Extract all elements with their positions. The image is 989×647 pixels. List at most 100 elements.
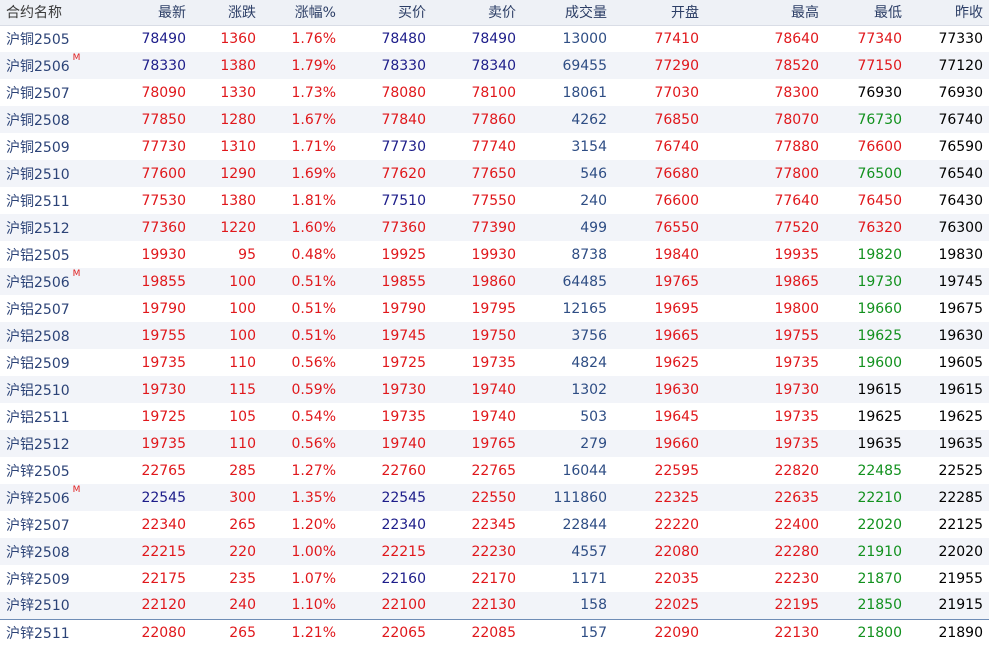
high-cell: 19730 <box>774 381 819 398</box>
table-row[interactable]: 沪锌2510 22120 240 1.10% 22100 22130 158 22025 221… <box>0 592 989 619</box>
contract-name-cell[interactable]: 沪铝2509 <box>0 349 117 376</box>
change-cell: 1380 <box>220 192 256 209</box>
contract-name: 沪锌2510 <box>6 598 70 615</box>
contract-name-cell[interactable]: 沪锌2506M <box>0 484 117 511</box>
table-row[interactable]: 沪锌2505 22765 285 1.27% 22760 22765 16044 22595 2… <box>0 457 989 484</box>
table-row[interactable]: 沪铝2509 19735 110 0.56% 19725 19735 4824 19625 19… <box>0 349 989 376</box>
contract-name: 沪铜2508 <box>6 112 70 129</box>
contract-name-cell[interactable]: 沪铝2505 <box>0 241 117 268</box>
volume-cell: 4262 <box>571 111 607 128</box>
contract-name-cell[interactable]: 沪锌2510 <box>0 592 117 619</box>
latest-cell: 19730 <box>141 381 186 398</box>
contract-name-cell[interactable]: 沪铝2511 <box>0 403 117 430</box>
latest-cell: 77530 <box>141 192 186 209</box>
col-header-open[interactable]: 开盘 <box>613 0 705 26</box>
contract-name-cell[interactable]: 沪锌2508 <box>0 538 117 565</box>
contract-name-cell[interactable]: 沪铝2510 <box>0 376 117 403</box>
bid-cell: 22100 <box>381 597 426 614</box>
contract-name: 沪锌2505 <box>6 463 70 480</box>
table-row[interactable]: 沪铜2510 77600 1290 1.69% 77620 77650 546 76680 77… <box>0 160 989 187</box>
table-row[interactable]: 沪锌2507 22340 265 1.20% 22340 22345 22844 22220 2… <box>0 511 989 538</box>
contract-name: 沪铝2507 <box>6 301 70 318</box>
contract-name-cell[interactable]: 沪铝2506M <box>0 268 117 295</box>
contract-name: 沪铜2511 <box>6 193 70 210</box>
latest-cell: 22340 <box>141 516 186 533</box>
col-header-prev-close[interactable]: 昨收 <box>908 0 989 26</box>
col-header-name[interactable]: 合约名称 <box>0 0 117 26</box>
table-row[interactable]: 沪铝2505 19930 95 0.48% 19925 19930 8738 19840 199… <box>0 241 989 268</box>
prev-close-cell: 21955 <box>938 570 983 587</box>
table-row[interactable]: 沪锌2511 22080 265 1.21% 22065 22085 157 22090 221… <box>0 619 989 646</box>
change-pct-cell: 1.69% <box>291 165 336 182</box>
table-row[interactable]: 沪铝2512 19735 110 0.56% 19740 19765 279 19660 197… <box>0 430 989 457</box>
contract-name-cell[interactable]: 沪铜2509 <box>0 133 117 160</box>
table-row[interactable]: 沪锌2509 22175 235 1.07% 22160 22170 1171 22035 22… <box>0 565 989 592</box>
contract-name-cell[interactable]: 沪锌2505 <box>0 457 117 484</box>
table-row[interactable]: 沪锌2506M 22545 300 1.35% 22545 22550 111860 2232… <box>0 484 989 511</box>
bid-cell: 19925 <box>381 246 426 263</box>
prev-close-cell: 19675 <box>938 300 983 317</box>
contract-name-cell[interactable]: 沪铜2510 <box>0 160 117 187</box>
col-header-volume[interactable]: 成交量 <box>522 0 613 26</box>
header-row: 合约名称 最新 涨跌 涨幅% 买价 卖价 成交量 开盘 最高 最低 昨收 <box>0 0 989 26</box>
col-header-change[interactable]: 涨跌 <box>192 0 262 26</box>
volume-cell: 279 <box>580 435 607 452</box>
contract-name-cell[interactable]: 沪铜2508 <box>0 106 117 133</box>
contract-name-cell[interactable]: 沪铜2505 <box>0 25 117 52</box>
prev-close-cell: 77330 <box>938 30 983 47</box>
col-header-latest[interactable]: 最新 <box>117 0 192 26</box>
contract-name-cell[interactable]: 沪铝2507 <box>0 295 117 322</box>
ask-cell: 19740 <box>471 408 516 425</box>
contract-name-cell[interactable]: 沪锌2507 <box>0 511 117 538</box>
volume-cell: 16044 <box>562 462 607 479</box>
table-row[interactable]: 沪铝2508 19755 100 0.51% 19745 19750 3756 19665 19… <box>0 322 989 349</box>
change-cell: 100 <box>229 300 256 317</box>
bid-cell: 22545 <box>381 489 426 506</box>
change-pct-cell: 1.71% <box>291 138 336 155</box>
contract-name-cell[interactable]: 沪铜2511 <box>0 187 117 214</box>
low-cell: 76500 <box>857 165 902 182</box>
table-row[interactable]: 沪铜2511 77530 1380 1.81% 77510 77550 240 76600 77… <box>0 187 989 214</box>
table-row[interactable]: 沪铜2507 78090 1330 1.73% 78080 78100 18061 77030… <box>0 79 989 106</box>
prev-close-cell: 22125 <box>938 516 983 533</box>
open-cell: 77030 <box>654 84 699 101</box>
low-cell: 22485 <box>857 462 902 479</box>
volume-cell: 111860 <box>553 489 607 506</box>
table-row[interactable]: 沪铝2510 19730 115 0.59% 19730 19740 1302 19630 19… <box>0 376 989 403</box>
table-row[interactable]: 沪铜2509 77730 1310 1.71% 77730 77740 3154 76740 7… <box>0 133 989 160</box>
table-row[interactable]: 沪铝2506M 19855 100 0.51% 19855 19860 64485 19765… <box>0 268 989 295</box>
contract-name-cell[interactable]: 沪铜2512 <box>0 214 117 241</box>
prev-close-cell: 22020 <box>938 543 983 560</box>
contract-name-cell[interactable]: 沪铝2512 <box>0 430 117 457</box>
low-cell: 19625 <box>857 408 902 425</box>
col-header-change-pct[interactable]: 涨幅% <box>262 0 342 26</box>
table-row[interactable]: 沪铜2505 78490 1360 1.76% 78480 78490 13000 77410… <box>0 25 989 52</box>
ask-cell: 78340 <box>471 57 516 74</box>
contract-name-cell[interactable]: 沪锌2509 <box>0 565 117 592</box>
contract-name-cell[interactable]: 沪铜2507 <box>0 79 117 106</box>
prev-close-cell: 19625 <box>938 408 983 425</box>
table-row[interactable]: 沪铜2506M 78330 1380 1.79% 78330 78340 69455 7729… <box>0 52 989 79</box>
latest-cell: 22215 <box>141 543 186 560</box>
high-cell: 77880 <box>774 138 819 155</box>
prev-close-cell: 76540 <box>938 165 983 182</box>
bid-cell: 77510 <box>381 192 426 209</box>
change-pct-cell: 1.00% <box>291 543 336 560</box>
contract-name-cell[interactable]: 沪铜2506M <box>0 52 117 79</box>
table-row[interactable]: 沪锌2508 22215 220 1.00% 22215 22230 4557 22080 22… <box>0 538 989 565</box>
contract-name-cell[interactable]: 沪锌2511 <box>0 619 117 646</box>
col-header-low[interactable]: 最低 <box>825 0 908 26</box>
change-pct-cell: 0.51% <box>291 300 336 317</box>
table-row[interactable]: 沪铝2507 19790 100 0.51% 19790 19795 12165 19695 1… <box>0 295 989 322</box>
col-header-high[interactable]: 最高 <box>705 0 825 26</box>
prev-close-cell: 21915 <box>938 597 983 614</box>
table-row[interactable]: 沪铜2508 77850 1280 1.67% 77840 77860 4262 76850 7… <box>0 106 989 133</box>
col-header-bid[interactable]: 买价 <box>342 0 432 26</box>
contract-name: 沪铜2507 <box>6 85 70 102</box>
col-header-ask[interactable]: 卖价 <box>432 0 522 26</box>
change-cell: 95 <box>238 246 256 263</box>
contract-name-cell[interactable]: 沪铝2508 <box>0 322 117 349</box>
prev-close-cell: 19615 <box>938 381 983 398</box>
table-row[interactable]: 沪铜2512 77360 1220 1.60% 77360 77390 499 76550 77… <box>0 214 989 241</box>
table-row[interactable]: 沪铝2511 19725 105 0.54% 19735 19740 503 19645 197… <box>0 403 989 430</box>
